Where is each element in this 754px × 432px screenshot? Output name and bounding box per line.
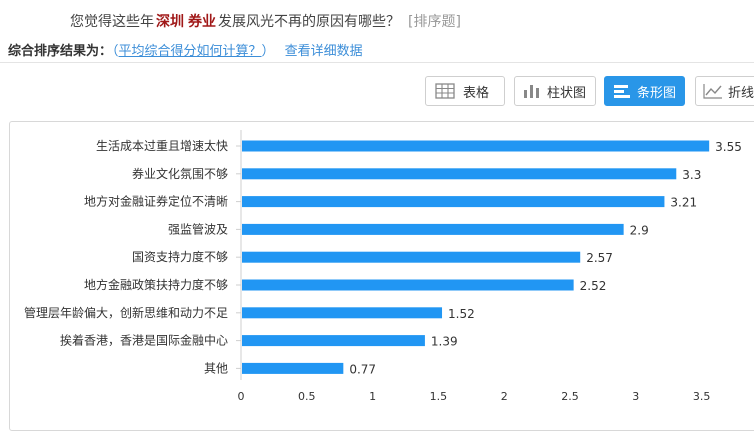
category-label: 地方对金融证券定位不清晰 xyxy=(84,194,228,209)
question-type-label: [排序题] xyxy=(408,14,461,30)
question-highlight-industry: 券业 xyxy=(188,14,216,30)
data-label: 2.9 xyxy=(630,223,649,237)
data-bar xyxy=(242,223,624,235)
data-label: 3.55 xyxy=(715,140,742,154)
category-label: 生活成本过重且增速太快 xyxy=(96,138,228,153)
bar-chart-view-button[interactable]: 条形图 xyxy=(604,76,685,106)
category-label: 挨着香港，香港是国际金融中心 xyxy=(60,333,228,348)
header-divider xyxy=(0,62,754,63)
x-tick-label: 1.5 xyxy=(430,390,448,403)
line-chart-view-label: 折线图 xyxy=(728,85,754,101)
result-summary: 综合排序结果为：（平均综合得分如何计算？） 查看详细数据 xyxy=(8,40,363,59)
x-tick-label: 2 xyxy=(501,390,508,403)
table-view-label: 表格 xyxy=(463,85,490,101)
question-title: 您觉得这些年 深圳 券业 发展风光不再的原因有哪些？ [排序题] xyxy=(70,11,461,31)
score-calculation-link[interactable]: 平均综合得分如何计算？ xyxy=(118,44,262,59)
view-details-link[interactable]: 查看详细数据 xyxy=(284,44,363,59)
data-bar xyxy=(242,307,443,319)
column-chart-view-label: 柱状图 xyxy=(547,85,587,101)
column-chart-icon xyxy=(524,85,539,98)
data-bar xyxy=(242,279,574,291)
table-view-button[interactable]: 表格 xyxy=(425,76,505,106)
line-chart-view-button[interactable]: 折线图 xyxy=(695,76,754,106)
category-label: 券业文化氛围不够 xyxy=(132,166,228,181)
x-tick-label: 3 xyxy=(632,390,639,403)
data-label: 1.39 xyxy=(431,335,458,349)
data-bar xyxy=(242,335,425,347)
category-label: 强监管波及 xyxy=(168,221,228,236)
data-label: 1.52 xyxy=(448,307,475,321)
question-prefix: 您觉得这些年 xyxy=(70,14,154,30)
category-label: 地方金融政策扶持力度不够 xyxy=(84,277,228,292)
bar-chart-view-label: 条形图 xyxy=(637,85,677,101)
data-label: 3.3 xyxy=(682,168,701,182)
question-highlight-city: 深圳 xyxy=(156,14,184,30)
column-chart-view-button[interactable]: 柱状图 xyxy=(514,76,596,106)
x-tick-label: 1 xyxy=(369,390,376,403)
line-chart-icon xyxy=(703,84,722,99)
table-icon xyxy=(435,83,455,99)
data-bar xyxy=(242,362,344,374)
chart-panel: 生活成本过重且增速太快 3.55 券业文化氛围不够 3.3 地方对金融证券定位不清晰 3.… xyxy=(9,121,754,431)
x-tick-label: 3.5 xyxy=(693,390,711,403)
data-label: 2.57 xyxy=(586,251,613,265)
open-paren: （ xyxy=(112,44,119,59)
category-label: 管理层年龄偏大，创新思维和动力不足 xyxy=(24,305,228,320)
data-bar xyxy=(242,196,665,208)
category-label: 国资支持力度不够 xyxy=(132,249,228,264)
data-bar xyxy=(242,168,677,180)
data-bar xyxy=(242,140,710,152)
category-label: 其他 xyxy=(204,361,228,375)
data-label: 0.77 xyxy=(349,362,376,376)
data-bar xyxy=(242,251,581,263)
bar-chart-icon xyxy=(614,85,630,98)
close-paren: ） xyxy=(261,44,275,59)
x-tick-label: 2.5 xyxy=(561,390,579,403)
data-label: 2.52 xyxy=(580,279,607,293)
x-tick-label: 0.5 xyxy=(298,390,316,403)
x-tick-label: 0 xyxy=(238,390,245,403)
data-label: 3.21 xyxy=(670,196,697,210)
result-label: 综合排序结果为： xyxy=(8,44,113,59)
question-suffix: 发展风光不再的原因有哪些？ xyxy=(218,14,400,30)
bar-chart: 生活成本过重且增速太快 3.55 券业文化氛围不够 3.3 地方对金融证券定位不清晰 3.… xyxy=(24,130,742,403)
